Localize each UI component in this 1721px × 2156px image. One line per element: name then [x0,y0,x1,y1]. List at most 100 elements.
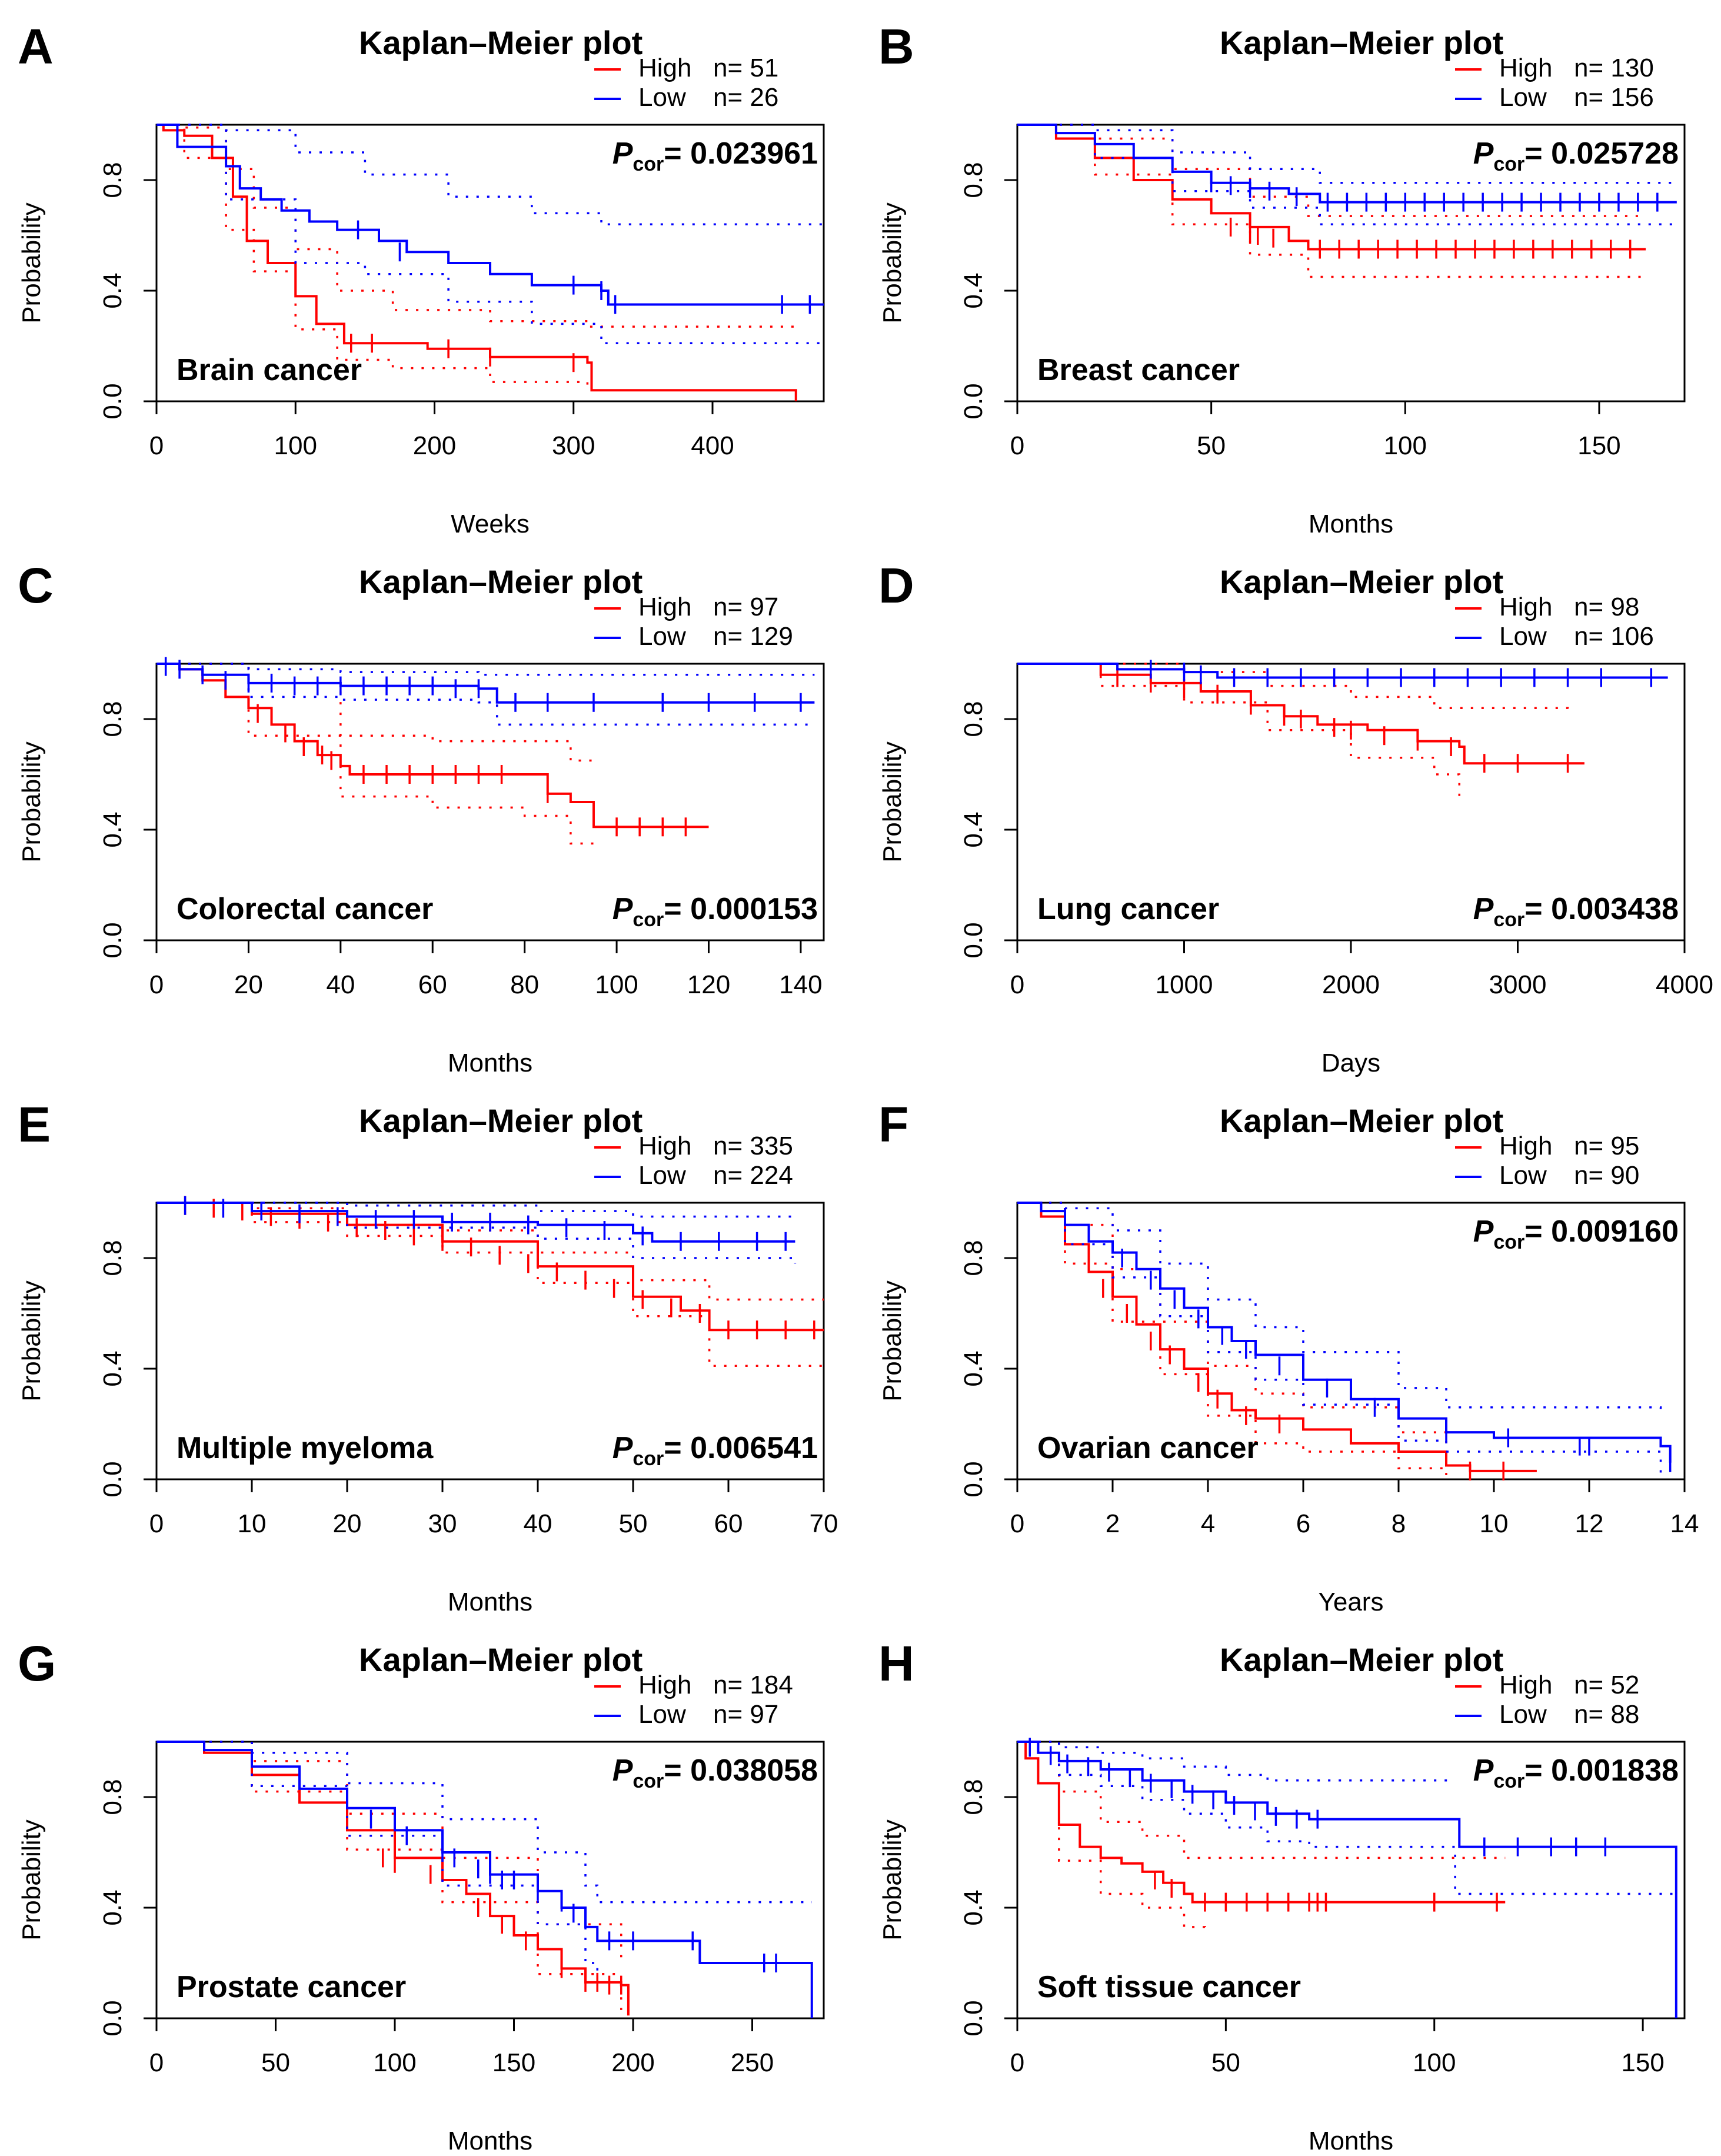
y-tick-label: 0.8 [98,701,127,737]
legend: High n= 335 Low n= 224 [594,1132,793,1190]
series-low [1017,1738,1677,2018]
x-tick-label: 0 [149,2048,164,2077]
plot-box [1016,1202,1686,1480]
y-axis-title: Probability [878,741,907,862]
survival-curve-low [1017,1202,1672,1463]
x-tick-label: 8 [1392,1509,1406,1538]
survival-curve-low [157,1741,813,2018]
legend: High n= 130 Low n= 156 [1455,54,1654,112]
legend-low-n: n= 106 [1574,622,1654,651]
y-axis-title: Probability [878,202,907,323]
cancer-type-label: Soft tissue cancer [1037,1970,1301,2004]
legend-high-label: High [1499,1132,1553,1160]
x-tick-label: 100 [1413,2048,1456,2077]
series-low [157,1741,813,2018]
legend-high-n: n= 335 [713,1132,793,1160]
legend: High n= 95 Low n= 90 [1455,1132,1639,1190]
ci-lower-high [157,663,594,845]
legend-low-n: n= 97 [713,1700,778,1729]
legend-low-n: n= 90 [1574,1161,1639,1190]
series-low [1017,1202,1672,1474]
legend-high-label: High [1499,54,1553,82]
legend-high-label: High [638,1671,692,1699]
x-tick-label: 30 [428,1509,457,1538]
x-tick-label: 100 [1384,431,1427,460]
legend-high-n: n= 97 [713,593,778,621]
y-tick-label: 0.0 [98,383,127,419]
y-tick-label: 0.4 [959,1889,988,1925]
survival-curve-high [157,124,797,401]
y-tick-label: 0.4 [959,811,988,847]
panel-label: D [878,558,914,613]
x-axis-title: Days [1321,1049,1380,1077]
series-low [157,657,815,726]
x-axis-title: Weeks [451,510,530,538]
x-tick-label: 400 [691,431,734,460]
y-tick-label: 0.8 [98,1240,127,1276]
x-tick-label: 50 [261,2048,290,2077]
legend-high-label: High [638,54,692,82]
y-tick-label: 0.8 [959,701,988,737]
x-tick-label: 60 [714,1509,743,1538]
y-tick-label: 0.4 [959,272,988,308]
survival-curve-high [1017,124,1646,251]
y-tick-label: 0.8 [959,162,988,198]
panel-label: H [878,1636,914,1691]
y-tick-label: 0.8 [98,162,127,198]
series-low [157,1196,797,1264]
series-high [1017,663,1584,797]
y-axis-title: Probability [878,1819,907,1940]
y-tick-label: 0.0 [98,922,127,958]
x-tick-label: 300 [552,431,595,460]
ci-upper-high [157,124,796,328]
p-value: Pcor= 0.000153 [612,892,818,931]
plot-title: Kaplan–Meier plot [359,1102,643,1139]
y-axis-title: Probability [878,1280,907,1401]
x-axis-title: Months [448,1049,532,1077]
p-value: Pcor= 0.009160 [1473,1215,1679,1253]
x-tick-label: 0 [1010,2048,1024,2077]
x-tick-label: 100 [274,431,317,460]
series-low [157,124,824,345]
legend-low-label: Low [1499,1700,1547,1729]
legend-high-label: High [638,1132,692,1160]
panel-label: G [18,1636,56,1691]
x-tick-label: 200 [611,2048,654,2077]
series-low [1017,660,1668,687]
x-tick-label: 50 [1211,2048,1240,2077]
y-axis-title: Probability [17,741,46,862]
plot-box [1016,1741,1686,2019]
x-axis-title: Months [1309,510,1393,538]
x-tick-label: 50 [1197,431,1226,460]
ci-upper-high [1017,124,1646,217]
legend-low-label: Low [638,1700,686,1729]
x-tick-label: 140 [779,970,822,999]
x-tick-label: 60 [418,970,447,999]
x-tick-label: 40 [524,1509,552,1538]
legend-high-n: n= 130 [1574,54,1654,82]
survival-curve-high [157,663,709,829]
ci-upper-low [1017,1741,1456,1782]
p-value: Pcor= 0.025728 [1473,137,1679,175]
x-tick-label: 0 [149,431,164,460]
y-tick-label: 0.4 [98,272,127,308]
cancer-type-label: Multiple myeloma [177,1431,434,1465]
x-tick-label: 3000 [1489,970,1547,999]
x-axis-title: Months [448,2127,532,2155]
x-tick-label: 250 [731,2048,774,2077]
x-axis-title: Years [1319,1588,1384,1616]
x-tick-label: 6 [1296,1509,1310,1538]
ci-lower-low [157,1741,598,1974]
ci-lower-high [1017,1202,1447,1477]
legend-high-n: n= 95 [1574,1132,1639,1160]
x-tick-label: 4000 [1656,970,1713,999]
ci-upper-low [157,124,824,225]
legend-high-label: High [638,593,692,621]
series-high [157,124,797,401]
legend-low-n: n= 26 [713,83,778,112]
